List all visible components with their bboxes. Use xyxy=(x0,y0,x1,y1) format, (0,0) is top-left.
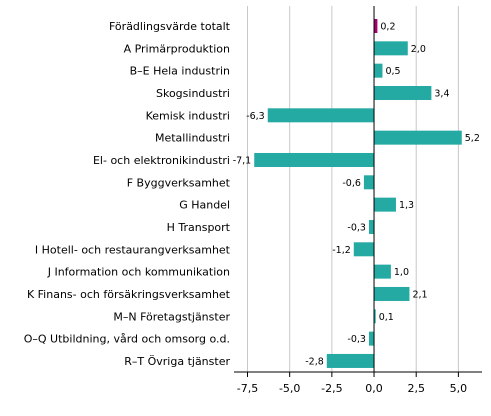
category-label: M–N Företagstjänster xyxy=(113,310,230,323)
x-tick-label: 2,5 xyxy=(407,382,425,395)
value-label: 1,3 xyxy=(399,200,414,211)
category-label: B–E Hela industrin xyxy=(130,65,230,78)
bar-5 xyxy=(267,108,375,123)
x-tick-label: 0,0 xyxy=(365,382,383,395)
value-label: 0,1 xyxy=(379,312,394,323)
value-label: -2,8 xyxy=(305,356,324,367)
category-label: H Transport xyxy=(167,221,231,234)
value-label: -0,3 xyxy=(347,334,366,345)
bar-7 xyxy=(254,152,375,167)
category-label: A Primärproduktion xyxy=(124,42,230,55)
value-label: -7,1 xyxy=(233,155,252,166)
category-label: Metallindustri xyxy=(155,132,230,145)
x-tick-label: -5,0 xyxy=(279,382,300,395)
value-label: 5,2 xyxy=(465,133,480,144)
x-tick-label: -7,5 xyxy=(237,382,258,395)
value-label: 1,0 xyxy=(394,267,409,278)
bar-10 xyxy=(368,219,375,234)
bar-4 xyxy=(374,85,432,100)
category-label: I Hotell- och restaurangverksamhet xyxy=(35,243,231,256)
value-label: 2,0 xyxy=(411,44,426,55)
value-label: -1,2 xyxy=(332,245,351,256)
x-tick-label: 5,0 xyxy=(450,382,468,395)
category-labels: Förädlingsvärde totalt A Primärproduktion… xyxy=(24,20,231,368)
bar-12 xyxy=(374,264,391,279)
bar-6 xyxy=(374,130,462,145)
bar-14 xyxy=(374,309,376,324)
category-label: O–Q Utbildning, vård och omsorg o.d. xyxy=(24,333,230,346)
value-label: 0,5 xyxy=(385,66,400,77)
bar-3 xyxy=(374,63,383,78)
bar-1 xyxy=(374,19,378,33)
category-label: K Finans- och försäkringsverksamhet xyxy=(27,288,231,301)
bar-15 xyxy=(368,331,375,346)
x-axis: -7,5 -5,0 -2,5 0,0 2,5 5,0 xyxy=(234,6,482,395)
bars xyxy=(254,19,462,368)
category-label: J Information och kommunikation xyxy=(47,266,230,279)
category-label: Förädlingsvärde totalt xyxy=(109,20,231,33)
bar-11 xyxy=(353,242,375,257)
category-label: R–T Övriga tjänster xyxy=(124,355,230,368)
value-label: -0,6 xyxy=(342,178,361,189)
bar-8 xyxy=(363,175,375,190)
grid-lines xyxy=(246,6,459,372)
bar-16 xyxy=(326,353,375,368)
bar-9 xyxy=(374,197,396,212)
value-label: 3,4 xyxy=(434,88,449,99)
bar-13 xyxy=(374,286,410,301)
category-label: F Byggverksamhet xyxy=(127,176,231,189)
category-label: G Handel xyxy=(179,199,230,212)
category-label: El- och elektronikindustri xyxy=(93,154,230,167)
value-labels: 0,2 2,0 0,5 3,4 -6,3 5,2 -7,1 -0,6 1,3 -0,3 -1,2 1,… xyxy=(233,22,480,368)
category-label: Kemisk industri xyxy=(146,109,230,122)
value-label: 0,2 xyxy=(380,22,395,33)
category-label: Skogsindustri xyxy=(156,87,230,100)
value-label: 2,1 xyxy=(412,289,427,300)
value-label: -6,3 xyxy=(246,111,265,122)
bar-2 xyxy=(374,41,408,56)
x-tick-label: -2,5 xyxy=(321,382,342,395)
value-label: -0,3 xyxy=(347,222,366,233)
